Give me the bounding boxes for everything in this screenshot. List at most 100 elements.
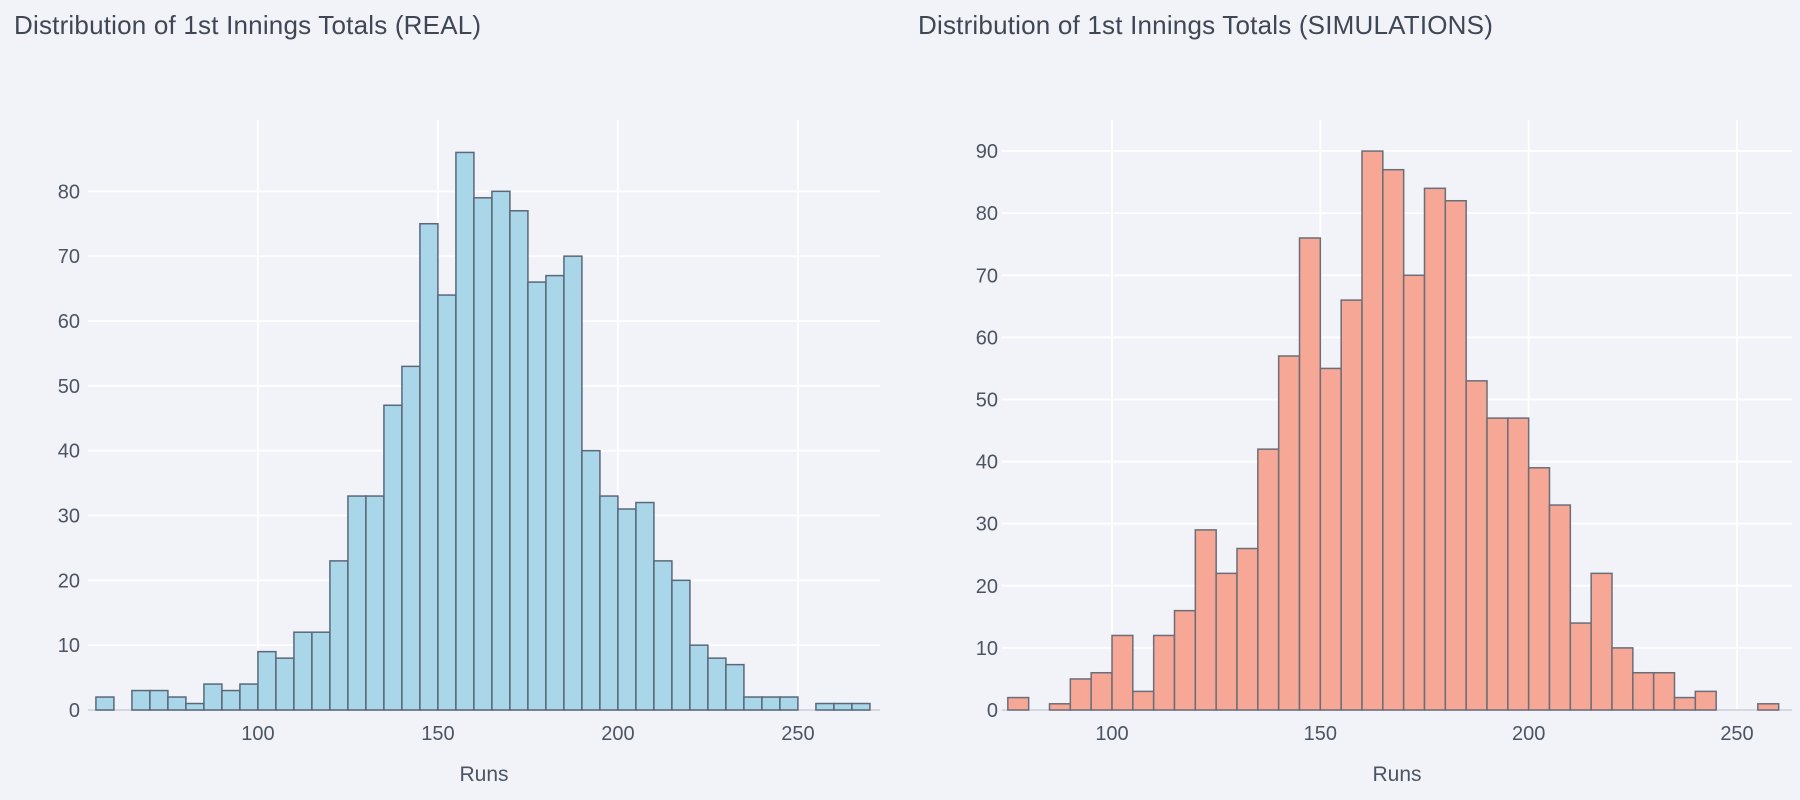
histogram-real-chart[interactable]: 0 10 20 30 40 50 60 70 80 100 150 200 250 Runs Distri…: [0, 0, 900, 800]
histogram-bar[interactable]: [1340, 299, 1363, 711]
histogram-bar[interactable]: [203, 683, 223, 711]
y-tick-label: 20: [58, 570, 80, 592]
y-tick-label: 20: [976, 576, 998, 598]
histogram-bar[interactable]: [1236, 547, 1259, 711]
histogram-bar[interactable]: [707, 657, 727, 711]
chart-title-real: Distribution of 1st Innings Totals (REAL…: [14, 10, 482, 40]
histogram-bar[interactable]: [833, 702, 853, 711]
histogram-bar[interactable]: [1173, 609, 1197, 711]
histogram-bars: [95, 151, 871, 711]
chart-title-simulations: Distribution of 1st Innings Totals (SIMU…: [918, 10, 1494, 40]
histogram-bar[interactable]: [1152, 634, 1176, 711]
histogram-bar[interactable]: [1444, 199, 1467, 711]
x-tick-label: 100: [1095, 723, 1128, 745]
y-tick-label: 80: [58, 181, 80, 203]
histogram-simulations-plot[interactable]: 0 10 20 30 40 50 60 70 80 90 100 150 200 250 Runs: [900, 0, 1800, 800]
histogram-bar[interactable]: [815, 702, 835, 711]
histogram-bar[interactable]: [491, 190, 511, 711]
histogram-bar[interactable]: [1507, 417, 1530, 711]
histogram-bar[interactable]: [365, 495, 385, 711]
histogram-bar[interactable]: [1402, 274, 1426, 711]
histogram-simulations-chart[interactable]: 0 10 20 30 40 50 60 70 80 90 100 150 200 250 Runs Dist…: [900, 0, 1800, 800]
histogram-bar[interactable]: [1548, 504, 1572, 711]
histogram-bar[interactable]: [239, 683, 259, 711]
y-tick-label: 70: [976, 265, 998, 287]
histogram-bar[interactable]: [1486, 417, 1509, 711]
histogram-bar[interactable]: [275, 657, 295, 711]
x-tick-label: 250: [1720, 723, 1753, 745]
histogram-bar[interactable]: [311, 631, 331, 711]
histogram-bar[interactable]: [689, 644, 709, 711]
histogram-bar[interactable]: [1569, 622, 1592, 711]
histogram-bar[interactable]: [419, 222, 439, 711]
histogram-bar[interactable]: [1361, 150, 1384, 711]
histogram-bar[interactable]: [1632, 671, 1655, 711]
histogram-bar[interactable]: [671, 579, 691, 711]
histogram-bars: [1007, 150, 1780, 711]
y-tick-label: 0: [69, 700, 80, 722]
histogram-bar[interactable]: [131, 689, 151, 711]
histogram-bar[interactable]: [1007, 696, 1030, 711]
histogram-bar[interactable]: [437, 294, 457, 711]
histogram-bar[interactable]: [185, 702, 205, 711]
histogram-bar[interactable]: [527, 281, 547, 711]
histogram-bar[interactable]: [617, 508, 637, 711]
histogram-bar[interactable]: [149, 689, 169, 711]
histogram-bar[interactable]: [1423, 187, 1447, 711]
y-tick-label: 40: [976, 452, 998, 474]
histogram-bar[interactable]: [1194, 529, 1217, 711]
histogram-bar[interactable]: [1611, 647, 1634, 711]
histogram-bar[interactable]: [1319, 367, 1342, 711]
histogram-bar[interactable]: [329, 560, 349, 711]
y-tick-label: 0: [987, 700, 998, 722]
histogram-bar[interactable]: [581, 449, 601, 711]
histogram-real-plot[interactable]: 0 10 20 30 40 50 60 70 80 100 150 200 250 Runs: [0, 0, 900, 800]
histogram-bar[interactable]: [509, 210, 529, 711]
histogram-bar[interactable]: [1132, 690, 1155, 711]
x-tick-label: 150: [1304, 723, 1337, 745]
histogram-bar[interactable]: [221, 689, 241, 711]
histogram-bar[interactable]: [95, 696, 115, 711]
histogram-bar[interactable]: [401, 365, 421, 711]
histogram-bar[interactable]: [635, 501, 655, 711]
histogram-bar[interactable]: [1257, 448, 1280, 711]
y-tick-label: 70: [58, 246, 80, 268]
histogram-bar[interactable]: [1694, 690, 1717, 711]
histogram-bar[interactable]: [167, 696, 187, 711]
histogram-bar[interactable]: [1111, 634, 1134, 711]
x-tick-label: 200: [601, 723, 634, 745]
histogram-bar[interactable]: [1673, 696, 1697, 711]
histogram-bar[interactable]: [563, 255, 583, 711]
histogram-bar[interactable]: [653, 560, 673, 711]
histogram-bar[interactable]: [851, 702, 871, 711]
histogram-bar[interactable]: [1298, 237, 1322, 711]
histogram-bar[interactable]: [1048, 703, 1072, 711]
histogram-bar[interactable]: [761, 696, 781, 711]
x-tick-label: 100: [241, 723, 274, 745]
histogram-bar[interactable]: [779, 696, 799, 711]
histogram-bar[interactable]: [1465, 380, 1488, 711]
histogram-bar[interactable]: [473, 197, 493, 711]
histogram-bar[interactable]: [383, 404, 403, 711]
histogram-bar[interactable]: [599, 495, 619, 711]
histogram-bar[interactable]: [455, 151, 475, 711]
histogram-bar[interactable]: [1757, 703, 1780, 711]
histogram-bar[interactable]: [1090, 671, 1113, 711]
histogram-bar[interactable]: [1382, 168, 1405, 711]
histogram-bar[interactable]: [347, 495, 367, 711]
histogram-bar[interactable]: [725, 663, 745, 711]
histogram-bar[interactable]: [1069, 678, 1092, 711]
histogram-bar[interactable]: [1215, 572, 1238, 711]
y-tick-label: 50: [976, 389, 998, 411]
histogram-bar[interactable]: [1590, 572, 1613, 711]
histogram-bar[interactable]: [1277, 355, 1301, 711]
y-tick-label: 30: [976, 514, 998, 536]
histogram-bar[interactable]: [1652, 671, 1676, 711]
histogram-bar[interactable]: [293, 631, 313, 711]
histogram-bar[interactable]: [1527, 467, 1551, 711]
histogram-bar[interactable]: [743, 696, 763, 711]
x-axis-title: Runs: [459, 763, 508, 786]
histogram-bar[interactable]: [545, 274, 565, 711]
histogram-bar[interactable]: [257, 650, 277, 711]
